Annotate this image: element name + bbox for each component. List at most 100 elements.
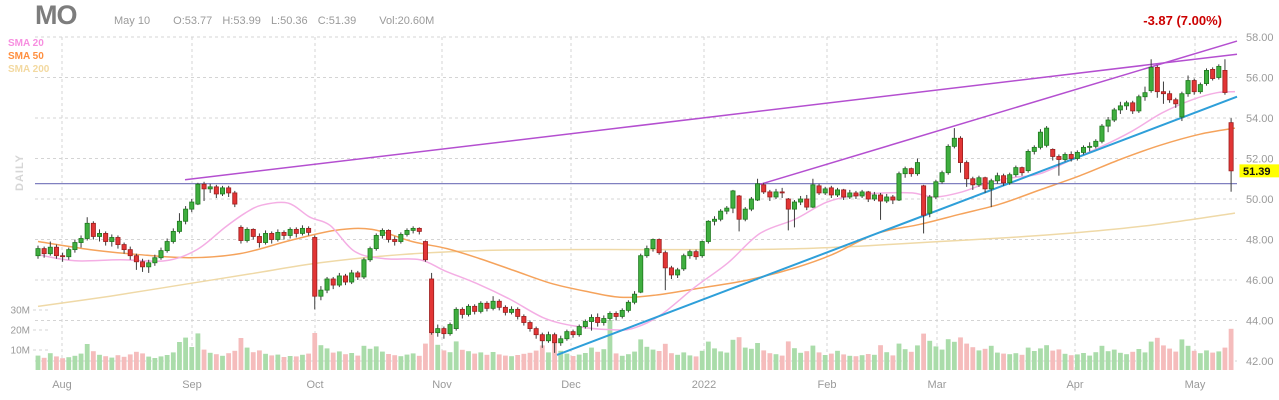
candle (798, 195, 804, 206)
volume-bar (896, 343, 902, 370)
candle (306, 226, 312, 236)
candle (170, 228, 176, 244)
volume-bar (183, 337, 188, 370)
candle (1025, 149, 1031, 173)
candle-body-up (871, 194, 877, 200)
candle (582, 319, 588, 329)
candle-body-down (552, 334, 558, 344)
volume-bar (761, 350, 767, 370)
trendline-resistance-from-sep-high[interactable] (184, 53, 1238, 181)
candle (1087, 142, 1093, 152)
candle-body-up (705, 220, 711, 242)
candle (1185, 75, 1191, 97)
candle-body-down (281, 232, 287, 236)
candle (884, 193, 890, 204)
candle (219, 185, 225, 196)
volume-bar (109, 357, 115, 370)
candle (1056, 154, 1062, 176)
volume-bar (392, 355, 398, 370)
volume-bar (951, 341, 957, 370)
candle (1130, 100, 1136, 114)
volume-bar (1191, 350, 1197, 370)
candle (533, 326, 539, 339)
candle (121, 242, 127, 254)
candle (878, 192, 884, 220)
volume-bar (318, 345, 324, 370)
volume-bar (1130, 351, 1136, 370)
candle-body-down (342, 275, 348, 283)
volume-bar (349, 353, 355, 370)
quote-low: L:50.36 (270, 15, 308, 27)
volume-bar (121, 356, 127, 370)
volume-bar (730, 339, 736, 370)
candle (416, 227, 422, 235)
volume-bar (779, 355, 785, 370)
volume-bar (785, 341, 791, 370)
candle (472, 304, 478, 315)
candle-body-up (601, 318, 607, 323)
candle (1148, 59, 1154, 93)
trendline-resistance-from-jan-high[interactable] (754, 40, 1238, 187)
volume-bar (662, 343, 668, 370)
candle-body-down (662, 252, 668, 269)
candle-body-down (908, 168, 914, 175)
candle-body-down (127, 249, 133, 257)
volume-bar (355, 355, 361, 370)
volume-bar (546, 352, 551, 370)
volume-bar (915, 345, 920, 370)
candle (613, 311, 619, 321)
price-axis-label: 50.00 (1246, 194, 1274, 206)
candle-body-down (521, 316, 527, 323)
volume-bar (1111, 349, 1117, 370)
candle-body-down (269, 233, 275, 240)
candle (53, 244, 59, 259)
candle-body-up (545, 334, 551, 342)
candle-body-down (502, 306, 508, 313)
candle-body-up (189, 201, 195, 210)
candle (976, 175, 982, 187)
candle-body-up (564, 331, 570, 340)
volume-bar (1050, 350, 1056, 370)
volume-bar (281, 357, 287, 370)
ticker-symbol[interactable]: MO (35, 0, 77, 30)
volume-bar (232, 350, 238, 370)
candle (662, 250, 668, 291)
volume-bar (97, 354, 102, 370)
candle-body-down (804, 198, 810, 208)
candle-body-up (650, 239, 656, 250)
volume-bar (742, 347, 748, 370)
candle (490, 296, 496, 311)
candle-body-up (1007, 174, 1013, 184)
volume-bar (35, 355, 41, 370)
candle-body-down (416, 227, 422, 232)
candle (97, 229, 103, 242)
candle-body-down (539, 334, 545, 342)
candle (767, 189, 773, 202)
candle-body-down (1019, 167, 1025, 174)
candle (349, 269, 355, 285)
candle-body-down (656, 239, 662, 254)
trendline-support-from-dec-low[interactable] (556, 95, 1238, 356)
candle-body-down (121, 244, 127, 251)
candle (232, 190, 238, 208)
grid-layer (35, 36, 1237, 371)
candle-body-up (263, 233, 269, 243)
candle (509, 306, 515, 315)
volume-bar (287, 356, 293, 370)
candle-body-down (595, 317, 601, 323)
candle (429, 272, 435, 335)
price-axis-label: 42.00 (1246, 356, 1274, 368)
volume-bar (1105, 351, 1111, 370)
candle (1019, 166, 1025, 176)
volume-bar (527, 352, 533, 370)
volume-bar (306, 353, 311, 370)
volume-bar (41, 357, 47, 370)
candle-body-up (1044, 127, 1050, 146)
price-change-badge: -3.87 (7.00%) (1143, 13, 1222, 28)
candle-body-down (41, 248, 47, 255)
price-axis-label: 54.00 (1246, 113, 1274, 125)
candle-body-down (90, 222, 96, 237)
candle-body-up (742, 208, 748, 220)
volume-bar (72, 355, 78, 370)
